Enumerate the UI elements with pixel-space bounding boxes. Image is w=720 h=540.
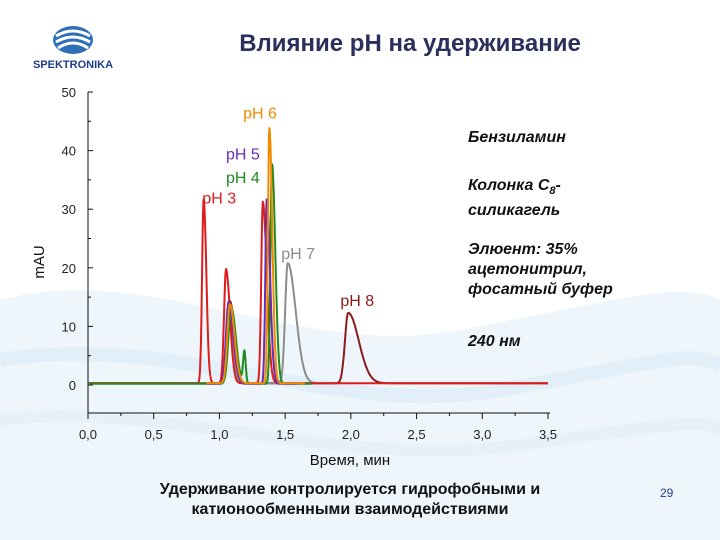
column-subscript: 8 — [549, 185, 556, 198]
series-labels: pH 6 pH 5 pH 4 pH 3 pH 7 pH 8 — [202, 105, 374, 310]
series-lines — [87, 127, 549, 385]
x-axis-title: Время, мин — [310, 452, 390, 469]
compound-name: Бензиламин — [468, 129, 566, 146]
y-tick-label: 50 — [62, 85, 76, 100]
x-tick-label: 2,0 — [342, 427, 360, 442]
y-tick-label: 20 — [62, 261, 76, 276]
series-line-ph-4 — [87, 163, 313, 385]
y-tick-label: 0 — [69, 378, 76, 393]
wavelength-info: 240 нм — [468, 333, 521, 350]
series-line-ph-6 — [205, 127, 306, 385]
company-logo: SPEKTRONIKA — [33, 26, 113, 71]
page-number: 29 — [660, 486, 674, 500]
column-suffix: - — [555, 177, 561, 194]
x-tick-label: 2,5 — [408, 427, 426, 442]
series-label-ph-7: pH 7 — [281, 246, 315, 263]
x-tick-label: 3,5 — [539, 427, 557, 442]
series-label-ph-5: pH 5 — [226, 146, 260, 163]
y-tick-label: 40 — [62, 144, 76, 159]
series-label-ph-6: pH 6 — [243, 105, 277, 122]
x-tick-label: 1,5 — [276, 427, 294, 442]
x-tick-label: 0,0 — [79, 427, 97, 442]
y-tick-label: 10 — [62, 319, 76, 334]
slide-title: Влияние pH на удерживание — [239, 30, 581, 57]
eluent-info: Элюент: 35% ацетонитрил, фосатный буфер — [468, 241, 613, 298]
column-prefix: Колонка C — [468, 177, 550, 194]
series-line-ph-5 — [205, 198, 300, 385]
x-tick-label: 3,0 — [473, 427, 491, 442]
x-tick-label: 0,5 — [145, 427, 163, 442]
y-axis-title: mAU — [31, 245, 48, 278]
x-tick-label: 1,0 — [210, 427, 228, 442]
axes: 0 10 20 30 40 50 0,0 0,5 1,0 1,5 2,0 2,5 3,0 3,5 — [62, 85, 558, 442]
series-label-ph-8: pH 8 — [340, 293, 374, 310]
logo-wordmark: SPEKTRONIKA — [33, 59, 113, 71]
slide-caption: Удерживание контролируется гидрофобными … — [159, 481, 541, 518]
column-material: силикагель — [468, 202, 561, 220]
column-info: Колонка C8- силикагель — [468, 176, 561, 221]
series-label-ph-3: pH 3 — [202, 190, 236, 207]
y-tick-label: 30 — [62, 202, 76, 217]
series-label-ph-4: pH 4 — [226, 170, 260, 187]
logo-emblem-icon — [53, 26, 93, 54]
